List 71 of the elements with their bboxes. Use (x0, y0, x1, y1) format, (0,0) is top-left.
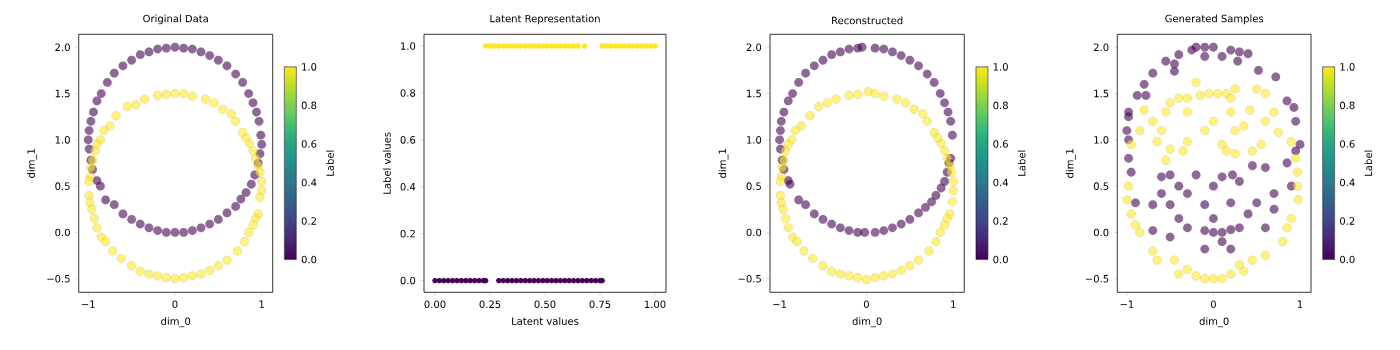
y-tick-label: −0.5 (1085, 274, 1109, 283)
color-bar-label: 0.8 (1340, 101, 1355, 110)
y-tick-label: 0.0 (746, 228, 762, 237)
y-tick-label: 1.0 (401, 42, 416, 50)
color-bar-label: 0.4 (301, 178, 317, 187)
x-tick-label: 0 (1210, 300, 1216, 309)
x-tick-label: −1 (1120, 300, 1134, 308)
y-tick-label: 0.0 (1093, 228, 1109, 237)
y-axis-title: Label values (383, 132, 391, 194)
x-tick-label: 1 (1297, 300, 1303, 308)
x-axis-title: dim_0 (161, 317, 191, 328)
y-tick-label: 0.4 (400, 182, 416, 191)
y-tick-label: 0.0 (400, 276, 416, 285)
y-tick-label: 0.5 (55, 182, 70, 190)
x-axis-title: Latent values (512, 317, 579, 325)
y-tick-label: 1.0 (1094, 136, 1109, 144)
y-tick-label: 0.0 (55, 228, 70, 237)
color-bar-label: 1.0 (1340, 63, 1355, 71)
color-bar-label: 0.0 (993, 255, 1008, 264)
x-axis-title: dim_0 (852, 317, 882, 328)
y-tick-label: 2.0 (1093, 43, 1109, 52)
color-bar-label: 0.4 (993, 178, 1008, 187)
x-tick-label: 0 (863, 300, 869, 309)
y-tick-label: 0.2 (400, 229, 415, 238)
color-bar-label: 0.6 (301, 140, 317, 148)
color-bar-label: 1.0 (302, 63, 317, 71)
x-tick-label: 1 (951, 300, 956, 308)
color-bar-label: 0.2 (301, 217, 316, 225)
chart-title: Generated Samples (1165, 14, 1264, 25)
color-bar-label: 0.4 (1340, 178, 1355, 187)
y-axis-title: dim_1 (27, 149, 38, 178)
color-bar-label: 0.6 (993, 140, 1008, 148)
y-tick-label: 1.5 (1094, 89, 1109, 98)
chart-title: Latent Representation (490, 14, 600, 25)
y-tick-label: 0.8 (400, 89, 416, 97)
x-axis-title: dim_0 (1199, 317, 1229, 328)
chart-title: Reconstructed (832, 16, 903, 25)
y-tick-label: 1.5 (747, 89, 761, 98)
color-bar-label: 0.8 (993, 101, 1008, 110)
y-tick-label: 0.5 (1093, 182, 1109, 190)
x-tick-label: 0 (172, 300, 178, 309)
x-tick-label: 1.00 (644, 300, 666, 309)
chart-title: Original Data (143, 14, 208, 25)
y-axis-title: dim_1 (1065, 149, 1076, 178)
y-axis-title: dim_1 (718, 149, 729, 178)
x-tick-label: 1 (259, 300, 264, 308)
color-bar-title: Label (1364, 150, 1373, 176)
y-tick-label: 2.0 (746, 43, 762, 52)
color-bar-label: 0.8 (301, 101, 317, 110)
color-bar-label: 1.0 (993, 63, 1008, 71)
color-bar-label: 0.6 (1340, 140, 1355, 148)
x-tick-label: −1 (81, 300, 95, 308)
y-tick-label: 2.0 (55, 43, 70, 52)
y-tick-label: 0.5 (746, 182, 761, 190)
color-bar-label: 0.0 (1340, 255, 1355, 264)
color-bar-label: 0.2 (1340, 217, 1355, 225)
x-tick-label: 0.50 (534, 300, 556, 309)
color-bar-title: Label (326, 150, 334, 176)
y-tick-label: 1.0 (55, 136, 70, 144)
color-bar-title: Label (1017, 150, 1026, 176)
x-tick-label: 0.25 (479, 300, 501, 309)
x-tick-label: 0.75 (589, 300, 611, 309)
color-bar-label: 0.2 (993, 217, 1008, 225)
y-tick-label: −0.5 (47, 274, 70, 283)
y-tick-label: 1.0 (747, 136, 762, 144)
y-tick-label: −0.5 (738, 274, 761, 283)
color-bar-label: 0.0 (301, 255, 317, 264)
x-tick-label: 0.00 (424, 300, 446, 309)
y-tick-label: 0.6 (400, 136, 416, 144)
x-tick-label: −1 (773, 300, 787, 308)
y-tick-label: 1.5 (55, 89, 70, 98)
